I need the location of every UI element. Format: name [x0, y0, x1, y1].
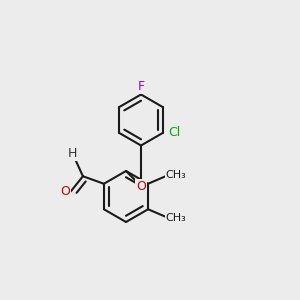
Text: CH₃: CH₃: [165, 213, 186, 223]
Text: CH₃: CH₃: [165, 170, 186, 180]
Text: H: H: [68, 147, 77, 160]
Text: O: O: [136, 179, 146, 193]
Text: O: O: [61, 185, 70, 198]
Text: Cl: Cl: [168, 126, 181, 139]
Text: F: F: [137, 80, 145, 94]
